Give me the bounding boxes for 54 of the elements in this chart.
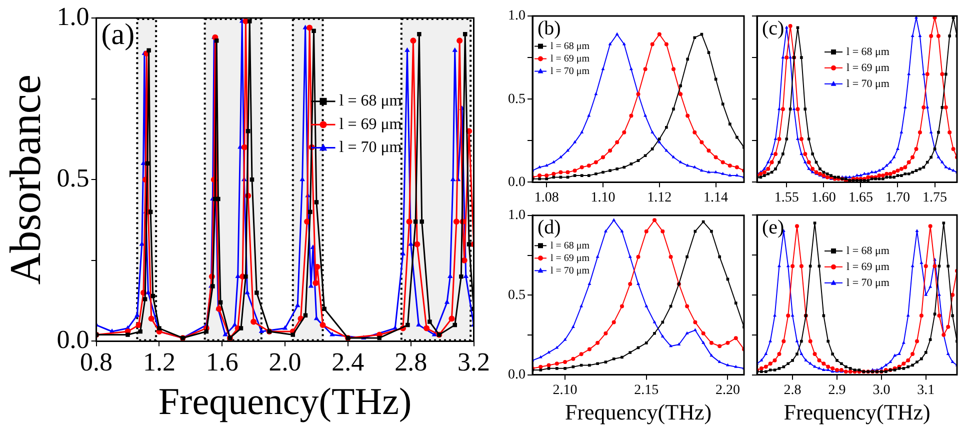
y-tick-label: 0.5 — [56, 163, 90, 192]
legend-label: l = 70 μm — [339, 139, 402, 156]
x-tick-label: 2.0 — [268, 348, 302, 377]
annotation: (e) — [762, 216, 784, 238]
annotation: (d) — [538, 216, 561, 239]
y-tick-label: 0.5 — [508, 92, 526, 107]
x-tick-label: 2.10 — [552, 382, 578, 398]
x-tick-label: 2.20 — [715, 382, 740, 398]
x-tick-label: 2.9 — [828, 382, 846, 398]
legend-label: l = 70 μm — [846, 78, 890, 90]
x-axis-title: Frequency(THz) — [784, 400, 930, 425]
legend-label: l = 68 μm — [846, 46, 890, 58]
x-tick-label: 3.1 — [917, 382, 935, 398]
annotation: (b) — [538, 17, 561, 40]
x-tick-label: 1.60 — [811, 190, 836, 206]
y-tick-label: 0.5 — [508, 288, 526, 303]
x-tick-label: 2.15 — [634, 382, 659, 398]
x-tick-label: 1.55 — [774, 190, 799, 206]
legend-label: l = 69 μm — [846, 260, 890, 273]
x-axis-title: Frequency(THz) — [564, 400, 712, 425]
legend-label: l = 70 μm — [846, 276, 890, 289]
x-axis-title: Frequency(THz) — [158, 381, 412, 424]
annotation: (c) — [762, 17, 784, 40]
legend-label: l = 69 μm — [550, 252, 590, 264]
x-tick-label: 1.10 — [590, 190, 616, 206]
legend-label: l = 68 μm — [550, 240, 590, 252]
legend-label: l = 68 μm — [846, 244, 890, 257]
x-tick-label: 2.8 — [394, 348, 428, 377]
x-tick-label: 1.14 — [704, 190, 728, 206]
legend-label: l = 69 μm — [339, 116, 402, 133]
x-tick-label: 1.75 — [922, 190, 948, 206]
x-tick-label: 1.70 — [885, 190, 910, 206]
x-tick-label: 1.12 — [647, 190, 672, 206]
x-tick-label: 3.0 — [872, 382, 890, 398]
annotation: (a) — [101, 18, 135, 51]
legend-label: l = 68 μm — [339, 92, 402, 110]
legend-label: l = 68 μm — [550, 40, 590, 52]
y-tick-label: 1.0 — [508, 8, 526, 24]
x-tick-label: 3.2 — [458, 348, 490, 377]
x-tick-label: 1.2 — [142, 348, 176, 377]
x-tick-label: 2.8 — [784, 382, 802, 398]
x-tick-label: 1.6 — [206, 348, 238, 377]
y-tick-label: 1.0 — [56, 2, 90, 31]
y-tick-label: 0.0 — [508, 174, 526, 190]
legend-label: l = 70 μm — [550, 66, 590, 77]
x-tick-label: 1.65 — [848, 190, 873, 206]
legend-label: l = 69 μm — [846, 62, 890, 74]
legend-label: l = 70 μm — [550, 265, 590, 276]
legend-label: l = 69 μm — [550, 53, 590, 64]
x-tick-label: 1.08 — [534, 190, 559, 206]
x-tick-label: 2.4 — [332, 348, 364, 377]
y-tick-label: 0.0 — [508, 367, 526, 382]
y-tick-label: 1.0 — [508, 208, 526, 224]
y-axis-title: Absorbance — [0, 74, 50, 285]
